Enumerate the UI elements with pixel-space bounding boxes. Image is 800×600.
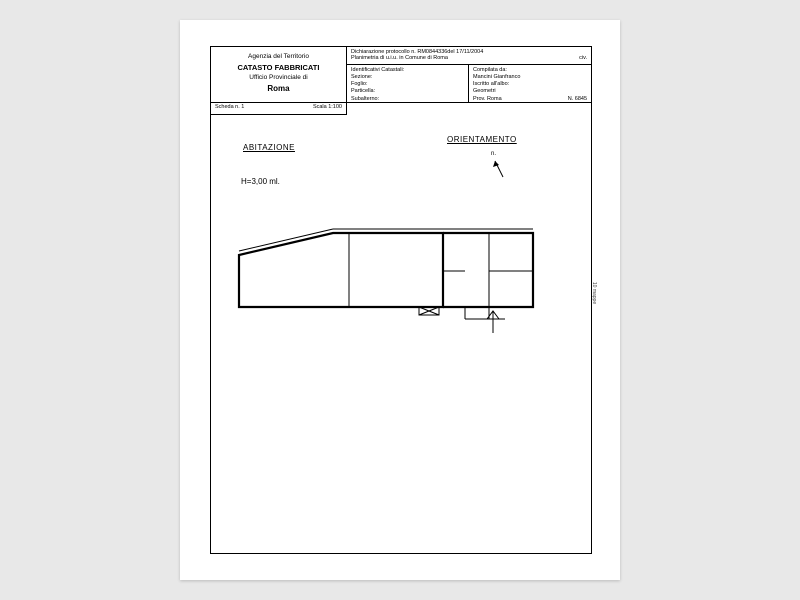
scale-row: Scheda n. 1 Scala 1:100 xyxy=(211,103,347,115)
side-scale-label: 10 mappe xyxy=(591,282,597,304)
north-arrow-icon xyxy=(491,157,509,181)
header-right-box: Dichiarazione protocollo n. RM0844336del… xyxy=(347,47,591,103)
planimetria-text: Planimetria di u.i.u. in Comune di Roma xyxy=(351,55,448,61)
ufficio-label: Ufficio Provinciale di xyxy=(211,74,346,83)
floor-plan xyxy=(233,211,571,351)
cadastral-ids-box: Identificativi Catastali: Sezione: Fogli… xyxy=(347,65,469,103)
particella-label: Particella: xyxy=(351,88,464,95)
prov-label: Prov. Roma xyxy=(473,96,502,103)
north-arrow: n. xyxy=(491,151,509,181)
page-frame: Agenzia del Territorio CATASTO FABBRICAT… xyxy=(210,46,592,554)
compilata-name: Mancini Gianfranco xyxy=(473,74,587,81)
iscritto-val: Geometri xyxy=(473,88,587,95)
scheda-label: Scheda n. 1 xyxy=(215,104,244,113)
agency-label: Agenzia del Territorio xyxy=(211,53,346,62)
iscritto-label: Iscritto all'albo: xyxy=(473,81,587,88)
city-label: Roma xyxy=(211,84,346,95)
compilata-label: Compilata da: xyxy=(473,67,587,74)
abitazione-label: ABITAZIONE xyxy=(243,143,295,152)
page: Agenzia del Territorio CATASTO FABBRICAT… xyxy=(180,20,620,580)
height-label: H=3,00 ml. xyxy=(241,177,280,186)
header-details-row: Identificativi Catastali: Sezione: Fogli… xyxy=(347,65,591,103)
civ-text: civ. xyxy=(579,55,587,61)
compiler-box: Compilata da: Mancini Gianfranco Iscritt… xyxy=(469,65,591,103)
ident-title: Identificativi Catastali: xyxy=(351,67,464,74)
scala-label: Scala 1:100 xyxy=(313,104,342,113)
header-protocol-row: Dichiarazione protocollo n. RM0844336del… xyxy=(347,47,591,65)
catasto-label: CATASTO FABBRICATI xyxy=(211,63,346,73)
foglio-label: Foglio: xyxy=(351,81,464,88)
north-letter: n. xyxy=(491,151,496,157)
subalterno-label: Subalterno: xyxy=(351,96,464,103)
sezione-label: Sezione: xyxy=(351,74,464,81)
orientamento-label: ORIENTAMENTO xyxy=(447,135,517,144)
num-label: N. 6845 xyxy=(568,96,587,103)
header-left-box: Agenzia del Territorio CATASTO FABBRICAT… xyxy=(211,47,347,103)
